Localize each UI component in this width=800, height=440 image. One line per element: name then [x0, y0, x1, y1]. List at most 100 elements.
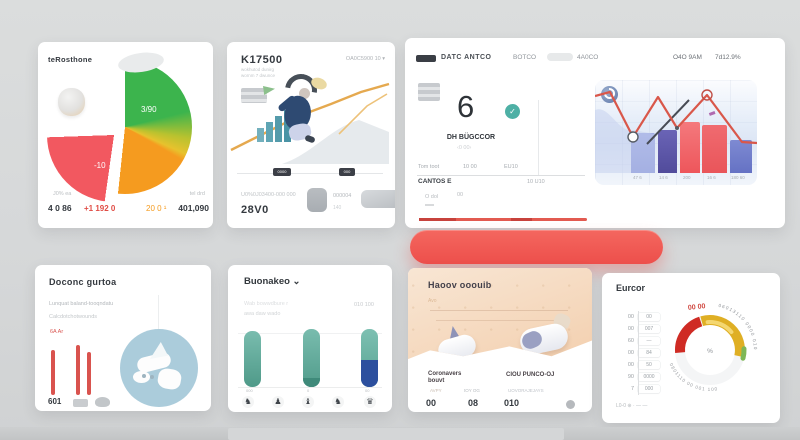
gray-blob-1 [307, 188, 327, 212]
x-label-5: 180 60 [731, 175, 745, 180]
footer-icon-4[interactable]: ♞ [332, 396, 344, 408]
clouds-card: Haoov ooouib Avo Coronavers bouvt CIOU P… [408, 268, 592, 412]
illus-sub2: wornm 7 dwunce [241, 73, 276, 78]
row-value: 0000 [638, 373, 660, 381]
dot [142, 374, 146, 378]
meta-1: Tom toot [418, 164, 440, 170]
bars-card-footer-value: 601 [48, 397, 62, 406]
divider-right-label: 10 U10 [527, 179, 545, 185]
bar-4 [702, 125, 727, 173]
clouds-num-2: 08 [468, 398, 479, 408]
footer-icon-2[interactable]: ♟ [272, 396, 284, 408]
marker-badge-1[interactable]: 0000 [273, 168, 291, 176]
columns-meta: 010 100 [354, 302, 374, 308]
row-label: 90 [627, 374, 634, 380]
avatar-block [418, 83, 440, 101]
bars-card-title: Doconc gurtoa [49, 277, 117, 287]
pie-stat-1: 4 0 86 [48, 203, 72, 213]
mini-table: 00 00 00 007 60— 00 84 00 50 90 0000 7 000 [614, 311, 668, 395]
column-label-3: 00 [365, 388, 370, 393]
columns-card-title: Buonakeo ⌄ [244, 276, 301, 287]
clouds-col1-line1: Coronavers [428, 371, 462, 377]
column-bar-3 [361, 329, 378, 387]
columns-para-2: awa daw wado [244, 311, 281, 317]
clouds-col2-title: CIOU PUNCO-OJ [506, 372, 555, 378]
clouds-title: Haoov ooouib [428, 280, 492, 290]
footer-icon-3[interactable]: ♝ [302, 396, 314, 408]
purple-tick [708, 111, 716, 116]
gray-dot[interactable] [566, 400, 575, 409]
x-label-2: 14 6 [659, 175, 668, 180]
pie-card-title: teRosthone [48, 55, 93, 64]
table-row: 00 84 [614, 347, 668, 359]
table-row: 7 000 [614, 383, 668, 395]
white-shape [133, 371, 150, 383]
row-label: 00 [627, 350, 634, 356]
area-fill [595, 109, 655, 173]
nav-item-3[interactable]: O4O 9AM [673, 54, 702, 61]
clouds-col1-sub2: tOY OG [464, 388, 480, 393]
pie-note-right: tel drd [189, 191, 205, 197]
flag [263, 86, 275, 95]
pie-chart: 3/90 -10 [47, 49, 192, 202]
marker-badge-2[interactable]: 000 [339, 168, 355, 176]
orange-trend-line-2 [338, 93, 388, 135]
nav-pill[interactable] [547, 53, 573, 61]
mini-bar [266, 122, 273, 142]
gauge-title: Eurcor [616, 283, 646, 293]
bar-5 [730, 140, 752, 173]
column-label-1: 000 [246, 388, 253, 393]
pie-stat-4: 401,090 [178, 203, 209, 213]
small-note-right: 00 [457, 192, 464, 198]
bars-card-bar-label: 6A Ar [50, 329, 64, 335]
primary-action-button[interactable] [410, 230, 663, 264]
section-divider [538, 100, 539, 176]
mini-bar [257, 128, 264, 142]
row-value: — [638, 337, 660, 345]
table-row: 00 00 [614, 311, 668, 323]
gauge-chart: % 06013110 0000 010 0801110 00 001 100 [669, 303, 757, 392]
gray-chip[interactable] [73, 399, 88, 407]
x-label-4: 16 6 [707, 175, 716, 180]
brand-label: DATC ANTCO [441, 54, 492, 61]
red-bar-2 [76, 345, 80, 395]
row-value: 84 [638, 349, 660, 357]
table-row: 00 50 [614, 359, 668, 371]
faint-rule [436, 320, 556, 321]
blue-circle-illustration [120, 329, 198, 407]
nav-item-4[interactable]: 7d12.9% [715, 54, 741, 61]
row-label: 7 [630, 386, 634, 392]
footer-icon-5[interactable]: ♛ [364, 396, 376, 408]
footer-icon-1[interactable]: ♞ [242, 396, 254, 408]
gauge-highlight [705, 320, 734, 334]
bars-card-sub2: Calcdotchotwounds [49, 314, 98, 320]
gauge-center-label: % [707, 348, 713, 355]
red-bars-card: Doconc gurtoa Lunquat baland-tooqndatu C… [35, 265, 211, 411]
faint-rule [430, 310, 568, 311]
illus-footer-caption: U0%0J03400-000 000 [241, 192, 296, 198]
nav-item-2[interactable]: 4A0CO [577, 54, 599, 61]
line-overlay [595, 89, 757, 173]
table-row: 00 007 [614, 323, 668, 335]
divider-left-label: CANTOS E [418, 178, 452, 185]
row-value: 000 [638, 385, 660, 393]
bar-2 [658, 130, 677, 173]
gray-blob-2 [361, 190, 395, 208]
gray-area [282, 120, 389, 164]
cloud-chip[interactable] [95, 397, 110, 407]
pie-stat-3: 20 0 ¹ [146, 204, 167, 213]
illus-dropdown[interactable]: OA0C5900 10 ▾ [345, 56, 385, 62]
nav-item-1[interactable]: BOTCO [513, 54, 537, 61]
mini-bar [275, 116, 282, 142]
illus-footer-value: 28V0 [241, 204, 269, 216]
red-bar-1 [51, 350, 55, 395]
tiny-dash [425, 204, 434, 206]
origami-white-part [435, 332, 479, 360]
row-value: 50 [638, 361, 660, 369]
column-bar-1 [244, 331, 261, 387]
clouds-col1-sub1: AVPY [430, 388, 442, 393]
pie-slice-red [47, 68, 181, 202]
illus-right-caption: 000004 [333, 193, 352, 199]
table-divider [638, 311, 639, 395]
column-bar-2-segment [303, 378, 320, 387]
